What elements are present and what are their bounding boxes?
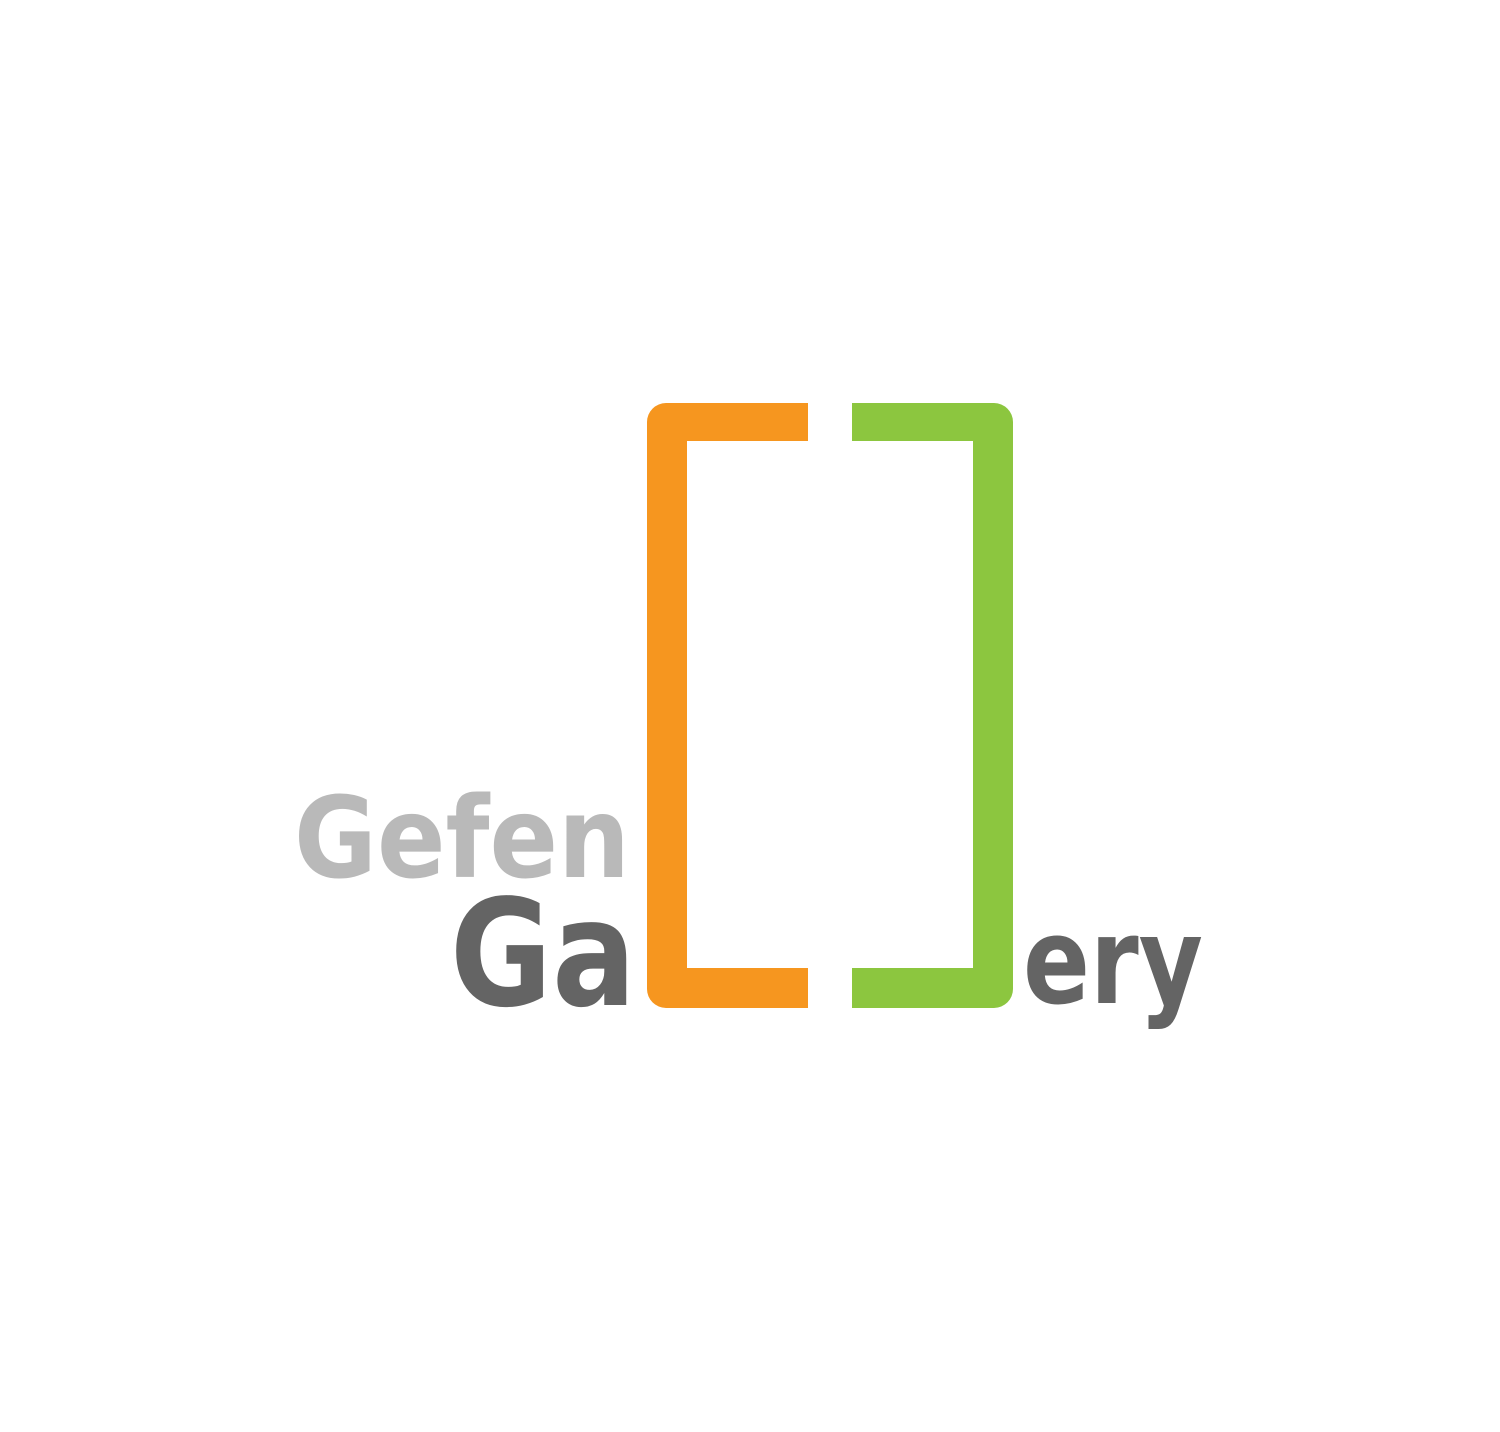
left-bracket-shape xyxy=(647,403,808,1008)
logo-word-ery: ery xyxy=(1023,893,1203,1032)
logo-word-ga: Ga xyxy=(450,868,636,1040)
logo-word-gefen: Gefen xyxy=(294,774,630,904)
right-bracket-shape xyxy=(852,403,1013,1008)
